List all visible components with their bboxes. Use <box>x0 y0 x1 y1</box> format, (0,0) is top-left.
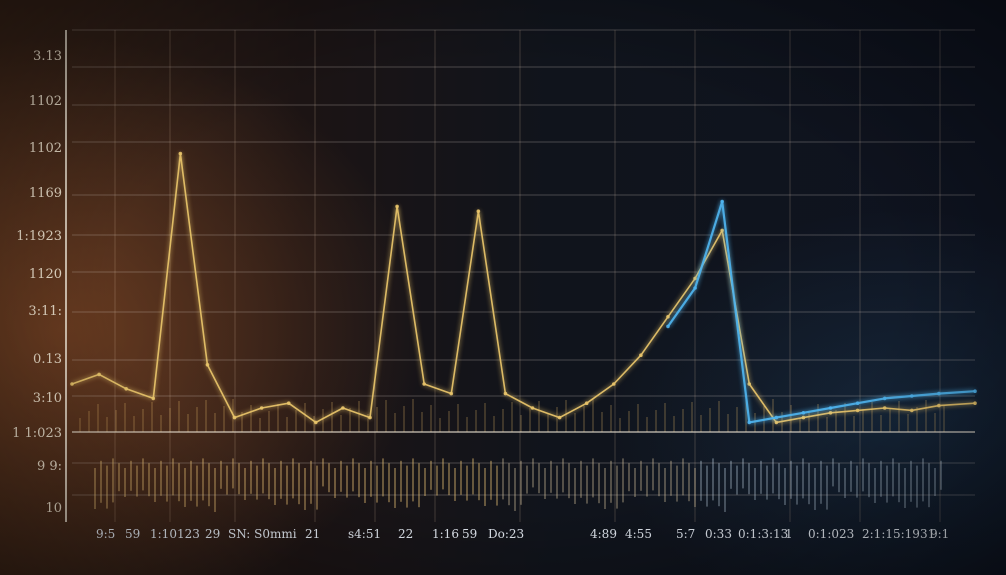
series-1-point <box>909 408 914 413</box>
series-1-point <box>973 401 977 406</box>
series-2-point <box>747 420 752 425</box>
series-line-1 <box>71 152 976 424</box>
axes <box>65 30 975 522</box>
x-tick-label: 59 <box>125 527 140 541</box>
series-1-point <box>774 420 779 425</box>
y-tick-label: 1169 <box>29 186 62 201</box>
series-1-point <box>882 406 887 410</box>
x-tick-label: 1:10123 <box>150 527 200 541</box>
x-tick-label: 9:5 <box>96 527 115 541</box>
x-tick-label: 9:1 <box>930 527 949 541</box>
y-tick-label: 1102 <box>29 141 62 156</box>
x-tick-label: 59 <box>462 527 477 541</box>
series-1-point <box>368 415 372 420</box>
x-tick-label: 4:55 <box>625 527 652 541</box>
x-tick-labels: 9:5 59 1:10123 29 SN: S0mmi 21 s4:51 22 1:16 59 Do… <box>96 527 949 541</box>
series-1-point <box>801 415 806 420</box>
y-tick-label: 1 1:023 <box>12 426 62 441</box>
grid <box>72 29 975 522</box>
y-tick-label: 3:10 <box>33 391 62 406</box>
series-1-point <box>720 228 724 233</box>
series-1-point <box>476 209 481 213</box>
series-2-point <box>801 411 806 415</box>
series-1-point <box>612 382 616 386</box>
series-1-point <box>395 204 399 209</box>
series-1-point <box>124 387 128 391</box>
x-tick-label: 1 <box>785 527 793 541</box>
y-tick-label: 3:11: <box>28 304 62 319</box>
bar-ticks <box>79 399 945 512</box>
x-tick-label: 1:16 <box>432 527 459 541</box>
series-2-point <box>774 415 779 420</box>
series-2-point <box>882 396 887 401</box>
x-tick-label: 0:1:3:13 <box>738 527 788 541</box>
x-tick-label: 2:1:15:1931 <box>862 527 935 541</box>
series-1-point <box>286 401 291 406</box>
series-line-2 <box>667 200 976 424</box>
y-tick-label: 9 9: <box>37 459 62 474</box>
y-tick-label: 1120 <box>29 267 62 282</box>
series-1-point <box>178 151 183 156</box>
x-tick-label: 0:1:023 <box>808 527 854 541</box>
y-tick-label: 1:1923 <box>16 229 62 244</box>
series-1-point <box>666 315 670 319</box>
series-2-point <box>909 394 914 398</box>
series-1-point <box>70 382 74 386</box>
x-tick-label: Do:23 <box>488 527 524 541</box>
series-1-point <box>151 396 156 401</box>
x-tick-label: s4:51 <box>348 527 381 541</box>
x-tick-label: 5:7 <box>676 527 695 541</box>
series-1-point <box>747 382 752 386</box>
series-1-point <box>693 276 697 281</box>
series-2-point <box>693 286 697 290</box>
series-1-point <box>232 415 237 420</box>
series-2-point <box>973 389 977 394</box>
x-tick-label: 4:89 <box>590 527 617 541</box>
series-1-point <box>259 406 264 410</box>
series-1-point <box>449 391 454 396</box>
series-1-point <box>937 403 941 408</box>
series-1-point <box>855 408 860 413</box>
x-tick-label: 22 <box>398 527 413 541</box>
series-2-point <box>828 406 833 410</box>
series-1-point <box>314 420 318 425</box>
series-2-point <box>855 401 860 406</box>
y-tick-label: 1102 <box>29 94 62 109</box>
series-1-point <box>557 415 562 420</box>
series-1-point <box>205 363 210 367</box>
y-tick-label: 10 <box>45 501 62 516</box>
x-tick-label: 21 <box>305 527 320 541</box>
series-1-point <box>639 353 643 358</box>
series-2-point <box>720 199 724 204</box>
series-1-point <box>503 391 508 396</box>
series-1-point <box>97 372 101 377</box>
series-1-point <box>530 406 535 410</box>
x-tick-label: SN: S0mmi <box>228 527 297 541</box>
y-tick-label: 3.13 <box>33 49 62 64</box>
series-lines <box>70 151 977 425</box>
series-1-point <box>422 382 426 386</box>
series-1-point <box>828 411 833 415</box>
series-1-point <box>341 406 345 410</box>
x-tick-label: 29 <box>205 527 220 541</box>
series-1-point <box>584 401 589 406</box>
series-2-point <box>666 324 670 329</box>
x-tick-label: 0:33 <box>705 527 732 541</box>
y-tick-label: 0.13 <box>33 352 62 367</box>
y-tick-labels: 3.13 1102 1102 1169 1:1923 1120 3:11: 0.13 3:10 1… <box>12 49 62 516</box>
series-2-point <box>937 391 941 396</box>
